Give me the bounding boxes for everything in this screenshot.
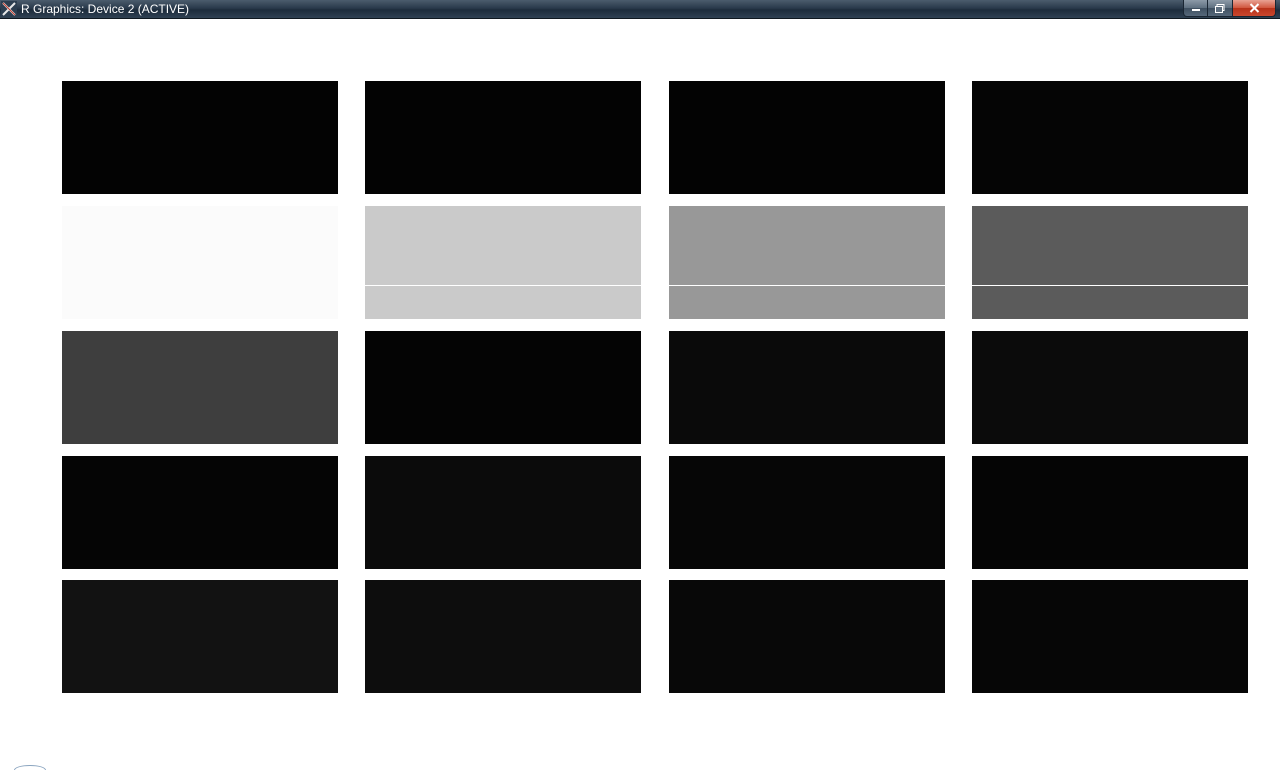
color-swatch-r5-c1 [62, 580, 338, 693]
color-swatch-r4-c4 [972, 456, 1248, 569]
color-swatch-r3-c3 [669, 331, 945, 444]
window-title: R Graphics: Device 2 (ACTIVE) [21, 2, 190, 16]
color-swatch-r5-c3 [669, 580, 945, 693]
color-swatch-r1-c1 [62, 81, 338, 194]
color-swatch-r1-c2 [365, 81, 641, 194]
color-swatch-r3-c2 [365, 331, 641, 444]
close-icon [1249, 3, 1259, 13]
color-swatch-r4-c3 [669, 456, 945, 569]
minimize-button[interactable] [1183, 0, 1208, 17]
color-swatch-r3-c4 [972, 331, 1248, 444]
partial-circle-decoration [14, 765, 46, 770]
color-swatch-r1-c4 [972, 81, 1248, 194]
minimize-icon [1191, 9, 1200, 11]
maximize-icon [1215, 3, 1225, 13]
color-swatch-r4-c2 [365, 456, 641, 569]
color-swatch-r5-c4 [972, 580, 1248, 693]
title-bar[interactable]: R Graphics: Device 2 (ACTIVE) [0, 0, 1280, 19]
color-swatch-r1-c3 [669, 81, 945, 194]
swatch-divider-line [669, 285, 945, 286]
color-swatch-r2-c1 [62, 206, 338, 319]
color-swatch-r2-c2 [365, 206, 641, 319]
color-swatch-r2-c4 [972, 206, 1248, 319]
r-graphics-icon [1, 1, 17, 17]
color-swatch-r5-c2 [365, 580, 641, 693]
color-swatch-r3-c1 [62, 331, 338, 444]
caption-buttons [1183, 0, 1276, 17]
color-swatch-r4-c1 [62, 456, 338, 569]
swatch-divider-line [972, 285, 1248, 286]
plot-area [0, 19, 1280, 770]
close-button[interactable] [1233, 0, 1276, 17]
swatch-divider-line [365, 285, 641, 286]
color-swatch-r2-c3 [669, 206, 945, 319]
maximize-button[interactable] [1208, 0, 1233, 17]
